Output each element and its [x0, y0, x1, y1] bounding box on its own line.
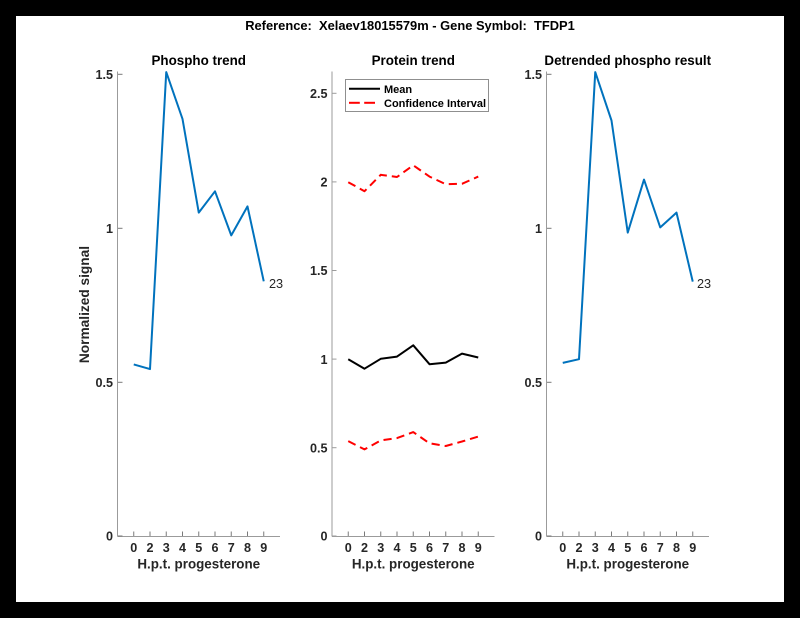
svg-text:2: 2: [575, 541, 582, 555]
svg-text:6: 6: [640, 541, 647, 555]
svg-text:0.5: 0.5: [95, 376, 113, 390]
svg-text:Normalized signal: Normalized signal: [77, 246, 92, 363]
svg-text:2: 2: [361, 541, 368, 555]
svg-text:3: 3: [592, 541, 599, 555]
svg-text:23: 23: [697, 277, 711, 291]
svg-text:0: 0: [345, 541, 352, 555]
svg-text:Protein trend: Protein trend: [372, 53, 455, 68]
svg-text:2: 2: [320, 176, 327, 190]
svg-text:Phospho trend: Phospho trend: [152, 53, 246, 68]
svg-text:0: 0: [535, 530, 542, 544]
svg-text:H.p.t. progesterone: H.p.t. progesterone: [137, 556, 260, 571]
svg-text:9: 9: [689, 541, 696, 555]
svg-text:6: 6: [426, 541, 433, 555]
svg-text:Reference: Xelaev18015579m -: Reference: Xelaev18015579m - Gene Symbol…: [245, 18, 575, 33]
svg-text:0.5: 0.5: [524, 376, 542, 390]
svg-text:5: 5: [410, 541, 417, 555]
svg-text:1: 1: [320, 353, 327, 367]
svg-text:H.p.t. progesterone: H.p.t. progesterone: [566, 556, 689, 571]
svg-text:8: 8: [244, 541, 251, 555]
svg-text:5: 5: [195, 541, 202, 555]
svg-text:7: 7: [442, 541, 449, 555]
svg-text:6: 6: [211, 541, 218, 555]
svg-text:1.5: 1.5: [95, 68, 113, 82]
svg-text:23: 23: [269, 277, 283, 291]
svg-text:7: 7: [228, 541, 235, 555]
svg-text:0: 0: [130, 541, 137, 555]
svg-text:Mean: Mean: [384, 84, 412, 96]
svg-text:2: 2: [146, 541, 153, 555]
svg-text:1: 1: [535, 222, 542, 236]
svg-text:0: 0: [559, 541, 566, 555]
svg-text:5: 5: [624, 541, 631, 555]
svg-text:4: 4: [608, 541, 615, 555]
svg-text:1.5: 1.5: [524, 68, 542, 82]
svg-text:Confidence Interval: Confidence Interval: [384, 98, 486, 110]
svg-text:0: 0: [320, 530, 327, 544]
svg-text:8: 8: [458, 541, 465, 555]
svg-text:1: 1: [106, 222, 113, 236]
svg-text:9: 9: [260, 541, 267, 555]
svg-text:8: 8: [673, 541, 680, 555]
svg-text:7: 7: [657, 541, 664, 555]
svg-text:4: 4: [179, 541, 186, 555]
svg-text:9: 9: [475, 541, 482, 555]
svg-text:H.p.t. progesterone: H.p.t. progesterone: [352, 556, 475, 571]
svg-text:0.5: 0.5: [310, 441, 328, 455]
svg-text:3: 3: [163, 541, 170, 555]
svg-text:4: 4: [393, 541, 400, 555]
svg-text:1.5: 1.5: [310, 264, 328, 278]
svg-text:3: 3: [377, 541, 384, 555]
svg-text:0: 0: [106, 530, 113, 544]
svg-text:Detrended phospho result: Detrended phospho result: [544, 53, 711, 68]
svg-text:2.5: 2.5: [310, 87, 328, 101]
